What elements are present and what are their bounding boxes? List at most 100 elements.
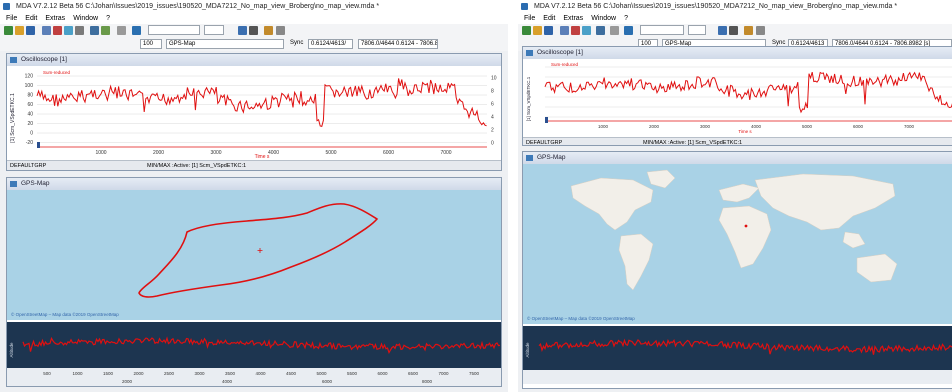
status-group: DEFAULTGRP [526, 140, 563, 146]
x-tick: 4000 [268, 150, 279, 156]
cursor-icon[interactable] [610, 26, 619, 35]
title-bar: MDA V7.2.12 Beta 56 C:\Johan\Issues\2019… [0, 0, 508, 13]
distribute-icon[interactable] [249, 26, 258, 35]
menu-file[interactable]: File [524, 15, 536, 22]
cursor-icon[interactable] [117, 26, 126, 35]
gps-map-title: GPS-Map [537, 154, 566, 161]
open-icon[interactable] [15, 26, 24, 35]
oscilloscope-title-bar: Oscilloscope [1] [523, 47, 952, 59]
altitude-trace [22, 336, 501, 354]
y-tick-left: 100 [25, 83, 34, 89]
strip-x-tick: 4500 [286, 371, 297, 376]
strip-x-tick: 6000 [377, 371, 388, 376]
menu-extras[interactable]: Extras [45, 15, 66, 22]
map-canvas[interactable] [7, 190, 501, 320]
x-tick: 6000 [853, 124, 864, 129]
undo-icon[interactable] [744, 26, 753, 35]
x-tick: 1000 [598, 124, 609, 129]
oscilloscope-plot[interactable]: [1] Scm_VSpdETKC.1 Sum-reduced 1000 2000 3… [523, 59, 952, 137]
y-tick-right: 10 [491, 76, 497, 82]
window-title: MDA V7.2.12 Beta 56 C:\Johan\Issues\2019… [534, 3, 898, 10]
menu-window[interactable]: Window [591, 15, 617, 22]
y-tick-right: 0 [491, 141, 494, 147]
y-tick-left: 80 [27, 93, 33, 99]
open-icon[interactable] [533, 26, 542, 35]
distribute-icon[interactable] [729, 26, 738, 35]
grid-icon[interactable] [101, 26, 110, 35]
menu-file[interactable]: File [6, 15, 18, 22]
zoom-icon[interactable] [624, 26, 633, 35]
range-start-field[interactable]: 0.6124/4613/ [308, 39, 353, 49]
altitude-trace [538, 338, 952, 355]
sync-label: Sync [772, 40, 786, 46]
menu-help[interactable]: ? [624, 15, 628, 22]
range-end-field[interactable]: 7806.0/4644 0.6124 - 7806.8982 [s] [358, 39, 438, 49]
cursor-marker[interactable] [37, 142, 40, 148]
x-axis-label: Time s [738, 129, 752, 134]
step-input[interactable] [688, 25, 706, 35]
redo-icon[interactable] [276, 26, 285, 35]
new-icon[interactable] [4, 26, 13, 35]
window-icon[interactable] [90, 26, 99, 35]
strip-x-tick: 7000 [438, 371, 449, 376]
asia-land [754, 173, 896, 231]
strip-x-tick: 5500 [347, 371, 358, 376]
zoom-icon[interactable] [132, 26, 141, 35]
strip-x-tick: 500 [43, 371, 51, 376]
time-input[interactable] [148, 25, 200, 35]
y-tick-left: 120 [25, 74, 34, 80]
oscilloscope-panel: Oscilloscope [1] [1] Scm_VSpdETKC.1 Sum-… [522, 46, 952, 146]
app-icon [521, 3, 528, 10]
x-tick: 7000 [440, 150, 451, 156]
chart-icon[interactable] [64, 26, 73, 35]
map-icon [10, 181, 17, 187]
menu-window[interactable]: Window [73, 15, 99, 22]
align-icon[interactable] [238, 26, 247, 35]
oscilloscope-icon [526, 50, 533, 56]
menu-extras[interactable]: Extras [563, 15, 584, 22]
status-group: DEFAULTGRP [10, 163, 47, 169]
status-channel: MIN/MAX :Active: [1] Scm_VSpdETKC:1 [147, 163, 247, 169]
gps-map-title: GPS-Map [21, 180, 50, 187]
menu-help[interactable]: ? [106, 15, 110, 22]
new-icon[interactable] [522, 26, 531, 35]
align-icon[interactable] [718, 26, 727, 35]
map-canvas[interactable] [523, 164, 952, 324]
map-attribution[interactable]: © OpenStreetMap – Map data ©2019 OpenStr… [11, 312, 119, 317]
save-icon[interactable] [544, 26, 553, 35]
help-icon[interactable] [75, 26, 84, 35]
time-input[interactable] [640, 25, 684, 35]
map-attribution[interactable]: © OpenStreetMap – Map data ©2019 OpenStr… [527, 316, 635, 321]
altitude-strip[interactable]: Altitude [523, 326, 952, 384]
menu-bar: File Edit Extras Window? [0, 13, 508, 24]
x-tick: 3000 [210, 150, 221, 156]
record-icon[interactable] [53, 26, 62, 35]
x-tick: 6000 [383, 150, 394, 156]
chart-icon[interactable] [582, 26, 591, 35]
redo-icon[interactable] [756, 26, 765, 35]
layout-icon[interactable] [560, 26, 569, 35]
undo-icon[interactable] [264, 26, 273, 35]
cursor-marker[interactable] [545, 117, 548, 123]
x-tick: 5000 [802, 124, 813, 129]
save-icon[interactable] [26, 26, 35, 35]
record-icon[interactable] [571, 26, 580, 35]
map-selector[interactable]: GPS-Map [166, 39, 284, 49]
strip-axis-area [523, 370, 952, 384]
series-legend: Sum-reduced [551, 62, 579, 67]
menu-edit[interactable]: Edit [25, 15, 38, 22]
step-input[interactable] [204, 25, 224, 35]
menu-edit[interactable]: Edit [543, 15, 556, 22]
altitude-strip[interactable]: Altitude 500 1000 1500 2000 2500 3000 3500 4000… [7, 322, 501, 386]
strip-x-tick: 1000 [72, 371, 83, 376]
europe-land [718, 183, 760, 203]
y-tick-right: 4 [491, 115, 494, 121]
layout-icon[interactable] [42, 26, 51, 35]
window-icon[interactable] [596, 26, 605, 35]
gps-map-panel: GPS-Map © OpenStreetMap – Map data ©2019… [6, 177, 502, 387]
gps-map-title-bar: GPS-Map [523, 152, 952, 164]
zoom-field[interactable]: 100 [140, 39, 162, 49]
window-title: MDA V7.2.12 Beta 56 C:\Johan\Issues\2019… [16, 3, 380, 10]
oscilloscope-title: Oscilloscope [1] [537, 49, 583, 56]
